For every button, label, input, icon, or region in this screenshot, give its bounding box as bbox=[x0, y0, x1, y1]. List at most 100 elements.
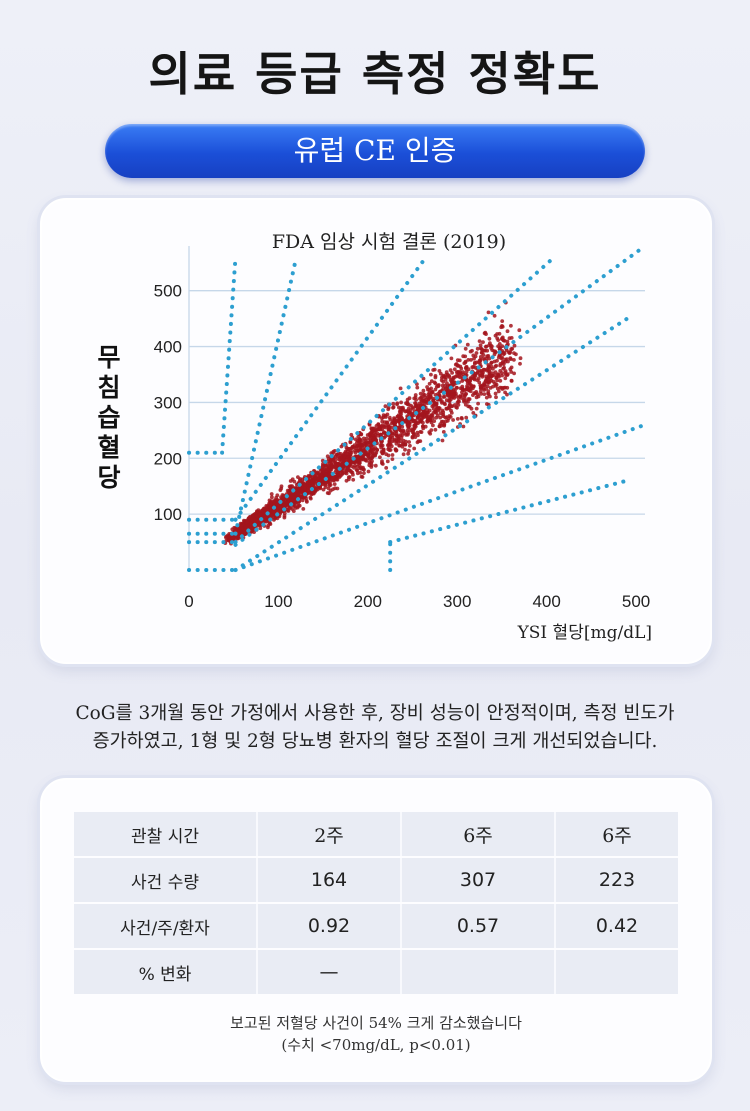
data-point bbox=[425, 385, 429, 389]
data-point bbox=[362, 471, 366, 475]
data-point bbox=[476, 401, 480, 406]
data-point bbox=[299, 495, 304, 499]
data-point bbox=[383, 413, 388, 418]
data-point bbox=[393, 447, 398, 452]
data-point bbox=[478, 355, 483, 359]
data-point bbox=[399, 436, 404, 440]
data-point bbox=[306, 486, 311, 490]
data-point bbox=[509, 336, 514, 340]
y-axis-label-char: 무 bbox=[97, 344, 120, 372]
data-point bbox=[465, 384, 469, 389]
data-point bbox=[415, 385, 420, 390]
data-point bbox=[397, 425, 402, 430]
data-point bbox=[474, 351, 479, 355]
data-point bbox=[461, 354, 466, 359]
data-point bbox=[505, 372, 510, 377]
data-point bbox=[366, 454, 370, 458]
data-point bbox=[230, 536, 235, 540]
data-point bbox=[399, 400, 403, 405]
footnote-line-1: 보고된 저혈당 사건이 54% 크게 감소했습니다 bbox=[230, 1014, 522, 1032]
data-point bbox=[379, 445, 383, 450]
data-point bbox=[251, 526, 256, 530]
data-point bbox=[445, 372, 450, 377]
data-point bbox=[417, 419, 422, 424]
data-point bbox=[456, 363, 461, 368]
data-point bbox=[506, 350, 511, 355]
data-point bbox=[424, 414, 429, 419]
data-point bbox=[467, 388, 471, 393]
data-point bbox=[278, 488, 283, 492]
hypoglycemia-table: 관찰 시간 2주 6주 6주 사건 수량 164 307 223 사건/주/환자… bbox=[74, 810, 678, 996]
data-point bbox=[498, 378, 503, 383]
data-point bbox=[486, 391, 490, 396]
data-point bbox=[461, 424, 466, 429]
data-point bbox=[503, 390, 507, 395]
data-point bbox=[390, 453, 395, 457]
data-point bbox=[493, 350, 498, 355]
data-point bbox=[489, 361, 494, 365]
data-point bbox=[305, 481, 309, 485]
data-point bbox=[297, 478, 302, 483]
data-point bbox=[514, 352, 518, 357]
data-point bbox=[437, 390, 442, 394]
data-point bbox=[242, 518, 246, 523]
table-row: 사건 수량 164 307 223 bbox=[74, 858, 678, 902]
data-point bbox=[355, 455, 360, 459]
zone-line bbox=[233, 255, 428, 522]
data-point bbox=[352, 465, 356, 470]
footnote: 보고된 저혈당 사건이 54% 크게 감소했습니다 (수치 <70mg/dL, … bbox=[42, 1012, 710, 1056]
data-point bbox=[354, 468, 359, 472]
data-point bbox=[449, 356, 454, 361]
header-col-2: 6주 bbox=[402, 812, 556, 856]
data-point bbox=[361, 436, 366, 441]
data-point bbox=[441, 430, 446, 434]
data-point bbox=[492, 313, 497, 318]
data-point bbox=[453, 388, 457, 393]
data-point bbox=[361, 457, 366, 462]
x-tick-labels: 0 100 200 300 400 500 bbox=[184, 592, 650, 611]
data-point bbox=[465, 342, 470, 347]
data-point bbox=[385, 459, 390, 464]
data-point bbox=[498, 362, 503, 366]
data-point bbox=[289, 493, 294, 498]
y-axis-label-char: 침 bbox=[97, 374, 120, 402]
data-point bbox=[485, 402, 489, 406]
data-point bbox=[478, 389, 483, 394]
data-point bbox=[440, 375, 444, 380]
data-point bbox=[443, 377, 448, 382]
y-tick-label: 100 bbox=[154, 505, 182, 524]
data-point bbox=[376, 422, 381, 426]
data-point bbox=[497, 347, 502, 352]
data-point bbox=[273, 498, 277, 502]
data-point bbox=[418, 391, 423, 396]
data-point bbox=[419, 430, 424, 434]
data-point bbox=[357, 437, 362, 442]
data-point bbox=[301, 507, 306, 511]
data-point bbox=[334, 461, 338, 466]
data-point bbox=[364, 436, 369, 441]
data-point bbox=[268, 500, 273, 505]
data-point bbox=[410, 435, 415, 440]
data-point bbox=[487, 369, 492, 374]
data-point bbox=[391, 432, 396, 437]
data-point bbox=[407, 448, 411, 453]
data-point bbox=[282, 515, 287, 520]
data-point bbox=[325, 491, 330, 495]
data-point bbox=[505, 329, 510, 334]
data-point bbox=[419, 413, 424, 418]
data-point bbox=[410, 405, 415, 410]
data-point bbox=[477, 339, 482, 343]
data-point bbox=[376, 433, 380, 438]
data-point bbox=[413, 393, 418, 397]
data-point bbox=[394, 441, 399, 446]
data-point bbox=[423, 399, 427, 404]
data-point bbox=[331, 458, 336, 462]
data-point bbox=[321, 464, 325, 469]
data-point bbox=[410, 427, 415, 432]
data-point bbox=[456, 403, 461, 407]
data-point bbox=[321, 487, 326, 492]
data-point bbox=[473, 360, 477, 365]
zone-line bbox=[233, 422, 647, 572]
header-col-1: 2주 bbox=[258, 812, 402, 856]
data-point bbox=[442, 422, 447, 427]
